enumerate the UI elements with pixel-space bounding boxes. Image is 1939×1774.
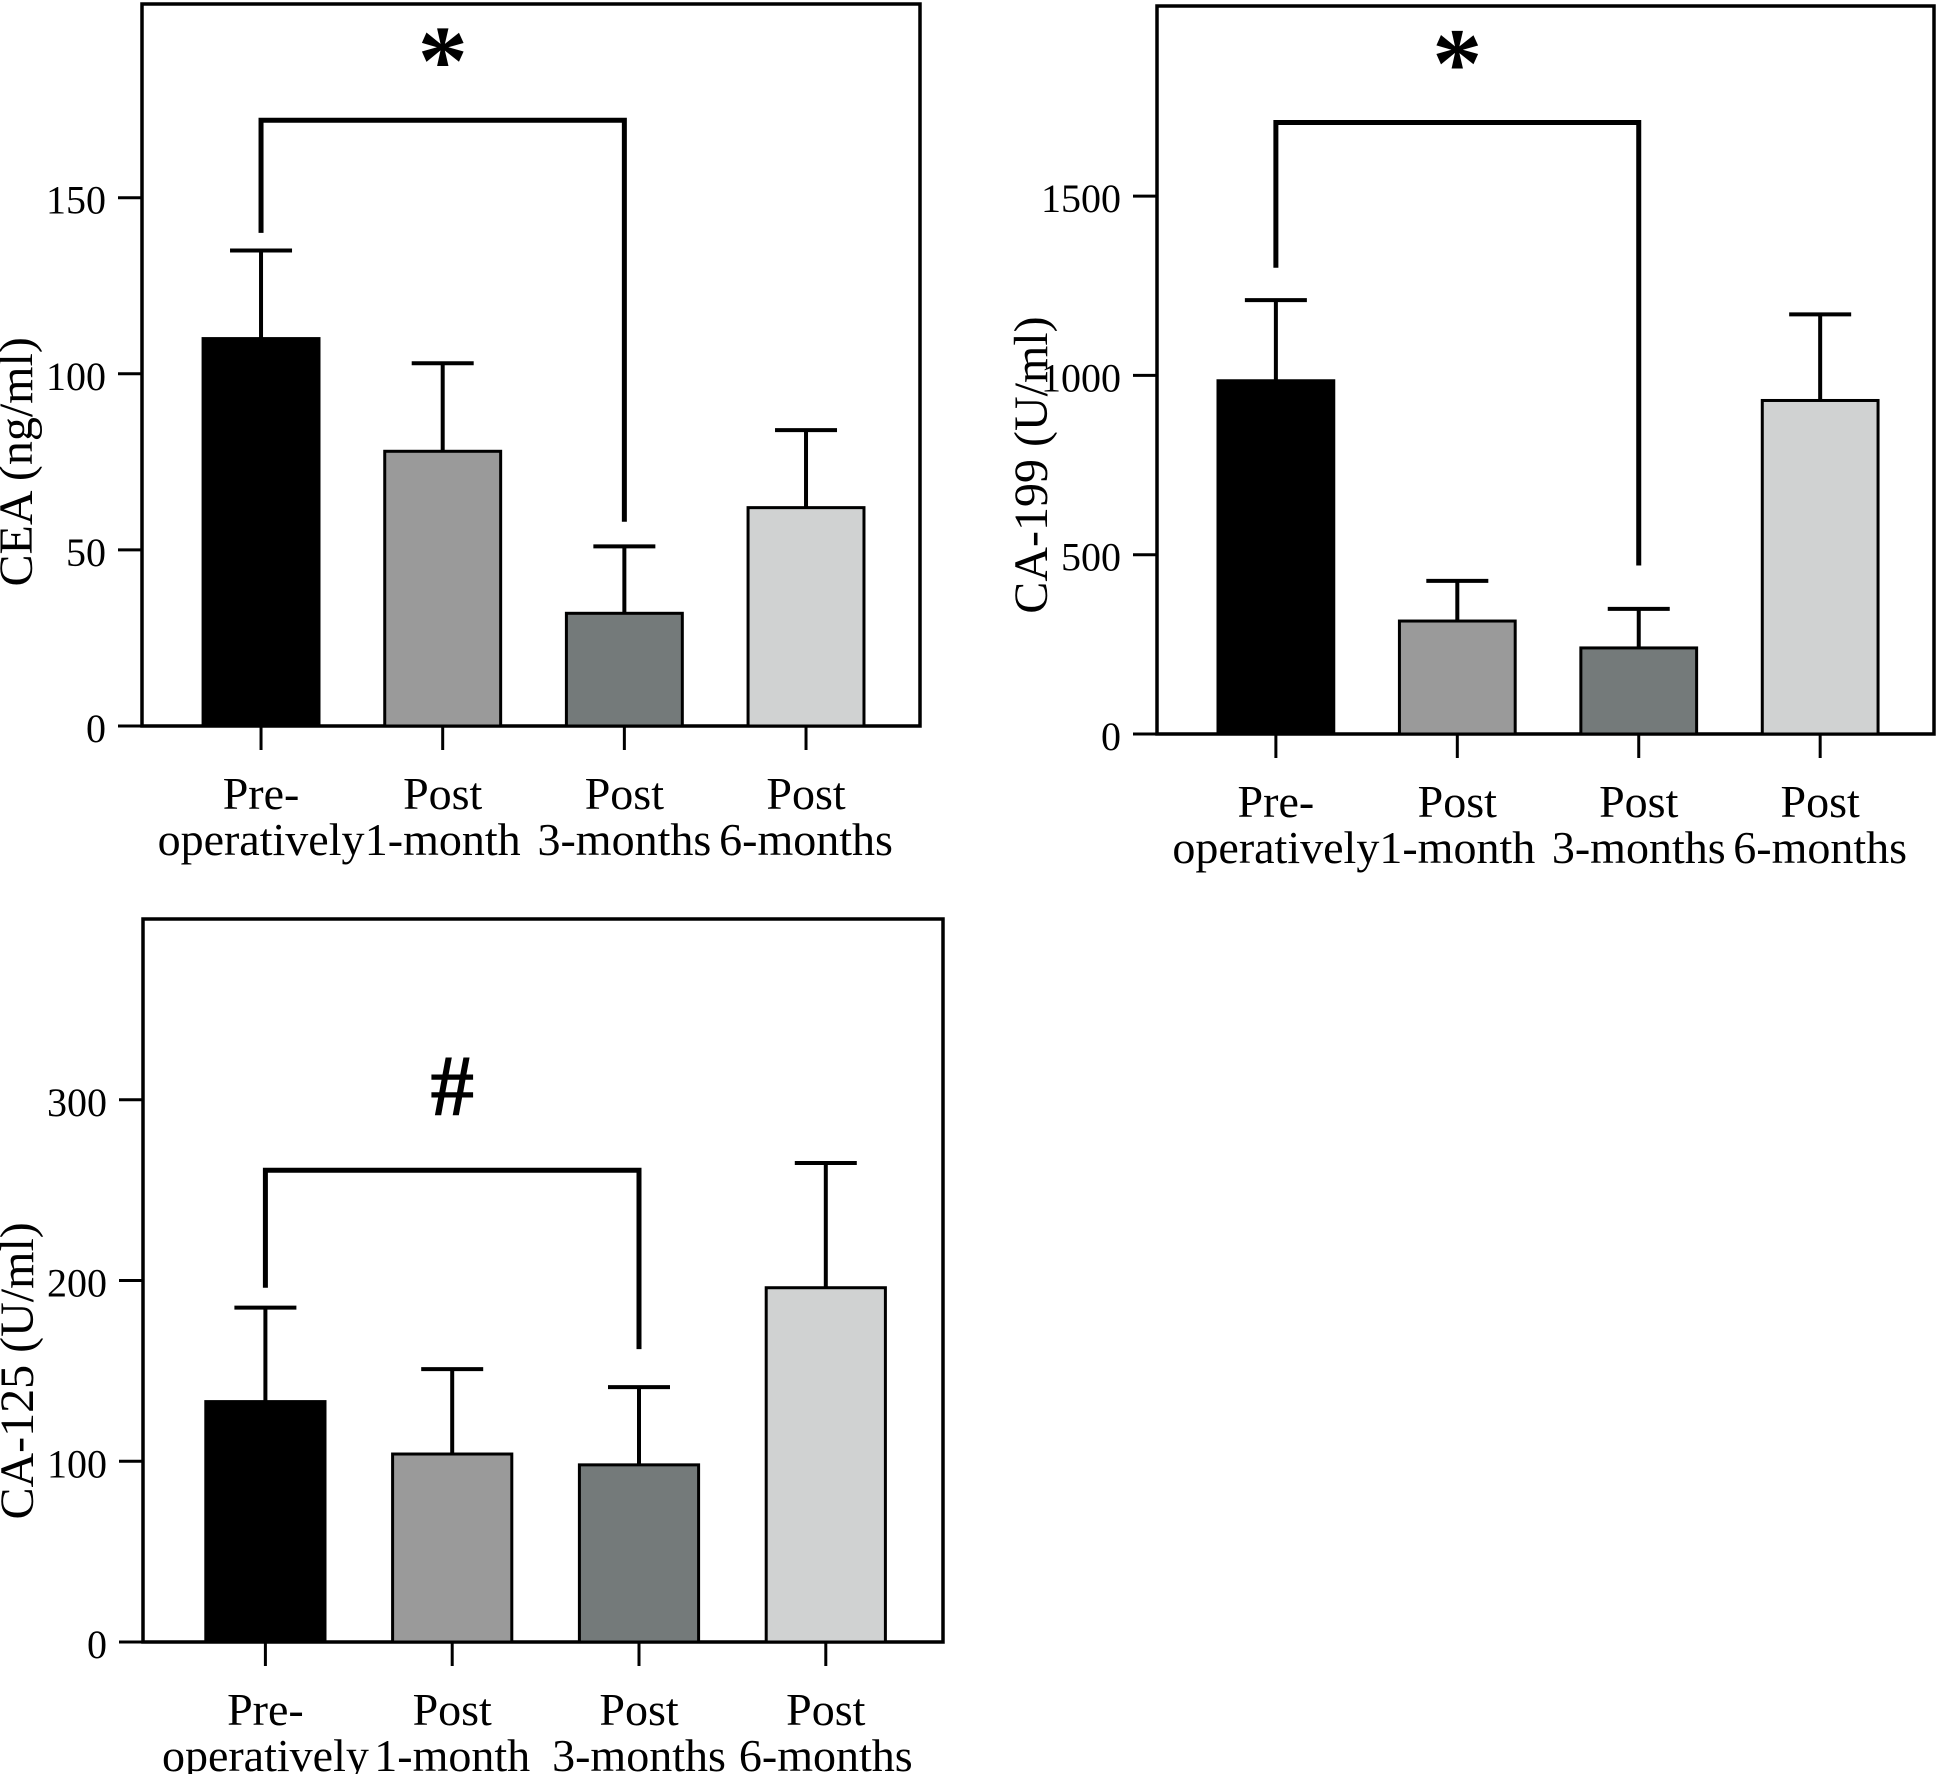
- significance-bracket: [258, 117, 627, 522]
- y-axis-title: CA-125 (U/ml): [0, 1222, 44, 1519]
- y-tick-label: 50: [66, 530, 106, 575]
- x-category-label: Pre-operatively: [158, 768, 365, 865]
- y-axis-title: CA-199 (U/ml): [1005, 316, 1058, 613]
- y-tick-label: 0: [86, 706, 106, 751]
- significance-symbol: *: [418, 5, 468, 116]
- x-category-label: Post 3-months: [537, 768, 711, 865]
- y-tick-label: 1500: [1041, 176, 1121, 221]
- chart-ca199-svg: 0 500 1000 1500 CA-199 (U/ml) Pre-operatively…: [1005, 4, 1936, 873]
- y-tick-label: 100: [46, 354, 106, 399]
- y-tick-label: 0: [87, 1622, 107, 1667]
- bar-ca125-0: [204, 1400, 327, 1644]
- x-category-label: Post 3-months: [552, 1684, 726, 1774]
- y-tick-label: 300: [47, 1080, 107, 1125]
- chart-ca199: 0 500 1000 1500 CA-199 (U/ml) Pre-operatively…: [965, 0, 1939, 880]
- x-category-label: Post 1-month: [1379, 776, 1535, 873]
- y-axis: 0 50 100 150: [46, 178, 142, 751]
- x-category-label: Post 3-months: [1552, 776, 1726, 873]
- significance-symbol: *: [1432, 8, 1482, 119]
- y-tick-label: 200: [47, 1261, 107, 1306]
- bar-cea-2: [564, 611, 684, 728]
- y-axis-title: CEA (ng/ml): [0, 337, 43, 586]
- bar-ca125-2: [577, 1463, 701, 1644]
- y-tick-label: 500: [1061, 535, 1121, 580]
- y-axis: 0 500 1000 1500: [1041, 176, 1157, 759]
- plot-box: [140, 2, 922, 728]
- bar-cea-3: [746, 506, 866, 728]
- y-axis: 0 100 200 300: [47, 1080, 143, 1667]
- significance-bracket: [262, 1167, 642, 1350]
- bar-ca125-3: [764, 1286, 887, 1644]
- y-tick-label: 0: [1101, 714, 1121, 759]
- bar-ca199-2: [1579, 646, 1699, 736]
- x-category-label: Post 1-month: [374, 1684, 530, 1774]
- x-category-label: Pre-operatively: [1172, 776, 1379, 873]
- bar-ca199-0: [1216, 379, 1336, 736]
- plot-box: [1155, 4, 1936, 736]
- x-category-label: Post 6-months: [719, 768, 893, 865]
- x-category-label: Post 1-month: [365, 768, 521, 865]
- bar-cea-0: [201, 337, 321, 728]
- y-tick-label: 1000: [1041, 355, 1121, 400]
- bar-cea-1: [383, 449, 503, 728]
- bar-ca199-3: [1760, 398, 1880, 736]
- chart-ca125: 0 100 200 300 CA-125 (U/ml) Pre-operatively Po…: [0, 880, 980, 1774]
- y-tick-label: 150: [46, 178, 106, 223]
- x-category-label: Pre-operatively: [162, 1684, 369, 1774]
- significance-bracket: [1273, 120, 1642, 566]
- x-category-label: Post 6-months: [1733, 776, 1907, 873]
- bar-ca199-1: [1397, 619, 1517, 736]
- x-category-label: Post 6-months: [739, 1684, 913, 1774]
- significance-symbol: #: [430, 1038, 474, 1135]
- y-tick-label: 100: [47, 1441, 107, 1486]
- chart-cea: 0 50 100 150 CEA (ng/ml) Pre-operatively Post 1…: [0, 0, 965, 880]
- bar-ca125-1: [391, 1452, 514, 1644]
